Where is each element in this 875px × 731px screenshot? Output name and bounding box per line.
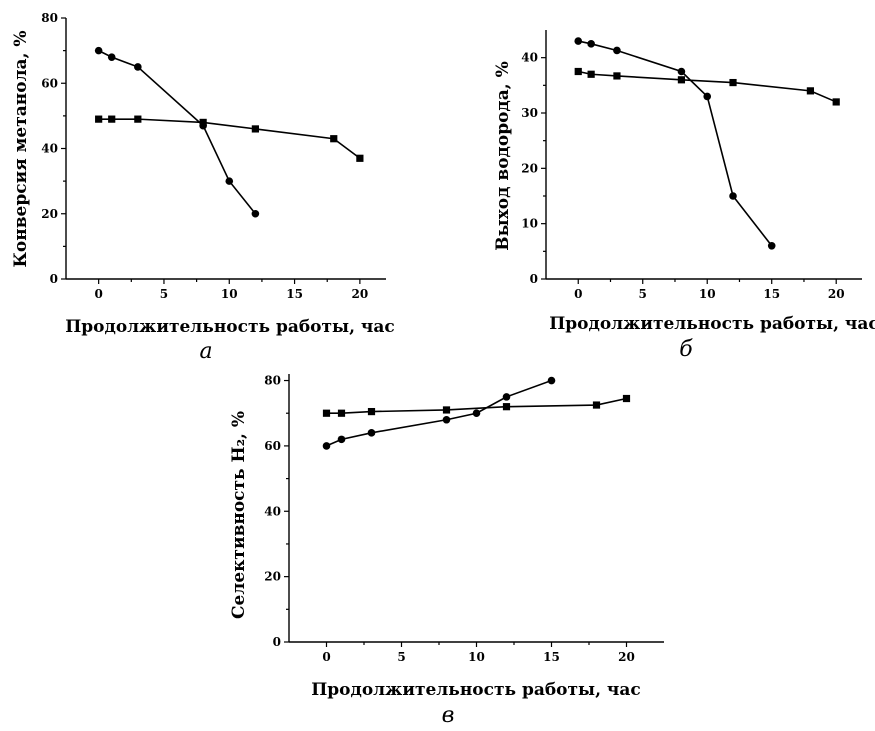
circle-data-point	[703, 92, 712, 101]
circle-data-point	[107, 53, 116, 61]
square-data-point	[134, 115, 142, 123]
y-axis-title: Селективность H₂, %	[229, 411, 249, 619]
y-tick-label: 80	[41, 11, 58, 25]
panel-a: Конверсия метанола, % Продолжительность …	[11, 11, 395, 364]
circle-data-point	[677, 67, 686, 76]
y-tick-label: 10	[521, 217, 538, 231]
y-tick-label: 40	[41, 142, 58, 156]
circle-data-point	[94, 46, 103, 55]
series-circle-line	[98, 49, 257, 215]
y-tick-label: 20	[521, 161, 538, 175]
series-circle-line	[578, 40, 773, 247]
circle-data-point	[613, 46, 621, 55]
square-data-point	[95, 115, 103, 123]
square-data-point	[729, 78, 737, 87]
square-data-point	[199, 118, 207, 126]
square-data-point	[622, 394, 631, 403]
square-data-point	[587, 70, 595, 78]
circle-data-point	[547, 376, 556, 385]
square-data-point	[677, 76, 686, 84]
series-square-line	[98, 118, 361, 159]
y-tick-label: 80	[264, 374, 281, 388]
square-data-point	[592, 401, 601, 409]
x-axis-title: Продолжительность работы, час	[549, 314, 875, 334]
y-tick-label: 0	[530, 272, 538, 286]
x-axis-title: Продолжительность работы, час	[65, 317, 395, 337]
x-tick-label: 15	[286, 287, 303, 301]
y-tick-label: 60	[41, 76, 58, 90]
square-data-point	[108, 115, 116, 123]
panel-b: Выход водорода, % Продолжительность рабо…	[493, 30, 875, 362]
square-data-point	[613, 72, 621, 80]
y-tick-label: 0	[273, 635, 281, 649]
x-tick-label: 20	[352, 287, 369, 301]
circle-data-point	[134, 63, 142, 71]
x-tick-label: 15	[763, 287, 780, 301]
x-tick-label: 20	[828, 287, 845, 301]
y-tick-label: 40	[521, 51, 538, 65]
square-data-point	[251, 125, 259, 133]
y-tick-label: 60	[264, 439, 281, 453]
circle-data-point	[225, 177, 234, 185]
circle-data-point	[442, 415, 451, 424]
circle-data-point	[322, 442, 331, 450]
x-tick-label: 15	[543, 650, 560, 664]
panel-letter: б	[679, 337, 693, 362]
y-tick-label: 0	[50, 272, 58, 286]
x-tick-label: 0	[94, 287, 102, 301]
square-data-point	[367, 407, 376, 416]
square-data-point	[502, 403, 511, 411]
x-tick-label: 5	[639, 287, 647, 301]
panel-letter: в	[442, 703, 455, 728]
x-tick-label: 10	[221, 287, 238, 301]
y-tick-label: 20	[264, 570, 281, 584]
circle-data-point	[574, 37, 583, 45]
square-data-point	[356, 154, 364, 162]
circle-data-point	[502, 393, 511, 401]
y-tick-label: 30	[521, 106, 538, 120]
circle-data-point	[337, 435, 346, 444]
panel-c: Селективность H₂, % Продолжительность ра…	[229, 374, 664, 728]
square-data-point	[442, 406, 451, 414]
y-axis-title: Конверсия метанола, %	[11, 30, 31, 267]
panel-letter: а	[199, 339, 212, 364]
x-tick-label: 0	[574, 287, 582, 301]
square-data-point	[574, 67, 582, 76]
x-tick-label: 5	[397, 650, 405, 664]
circle-data-point	[729, 192, 737, 200]
y-tick-label: 40	[264, 504, 281, 518]
circle-data-point	[472, 409, 481, 418]
square-data-point	[322, 409, 331, 417]
x-tick-label: 0	[322, 650, 330, 664]
square-data-point	[330, 135, 338, 143]
square-data-point	[337, 409, 346, 417]
circle-data-point	[251, 209, 260, 218]
x-tick-label: 10	[468, 650, 485, 664]
square-data-point	[832, 98, 840, 106]
y-tick-label: 20	[41, 207, 58, 221]
square-data-point	[806, 87, 815, 95]
x-tick-label: 5	[160, 287, 168, 301]
x-axis-title: Продолжительность работы, час	[311, 680, 641, 700]
series-circle-line	[326, 379, 552, 447]
y-axis-title: Выход водорода, %	[493, 61, 513, 251]
circle-data-point	[367, 429, 376, 437]
circle-data-point	[767, 242, 776, 250]
circle-data-point	[587, 40, 595, 48]
x-tick-label: 10	[699, 287, 716, 301]
x-tick-label: 20	[618, 650, 635, 664]
